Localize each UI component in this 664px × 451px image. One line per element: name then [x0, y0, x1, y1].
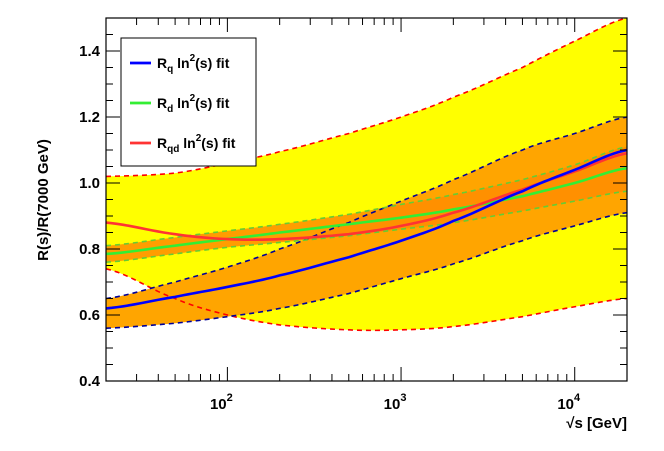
band-edges: [106, 18, 627, 332]
line-rd: [106, 166, 627, 256]
legend: Rq ln2(s) fit Rd ln2(s) fit Rqd ln2(s) fit: [120, 37, 257, 167]
legend-box: [120, 37, 257, 167]
x-axis-title: √s [GeV]: [566, 415, 627, 432]
fit-lines: [106, 148, 627, 310]
x-tick-label: 103: [384, 392, 407, 413]
tick-labels: 0.4 0.6 0.8 1.0 1.2 1.4 102 103 104: [79, 43, 581, 413]
y-tick-label: 0.6: [79, 307, 100, 324]
band-edge-rqd-upper: [106, 18, 627, 178]
legend-entry-rqd: Rqd ln2(s) fit: [157, 133, 236, 155]
x-tick-label: 102: [210, 392, 233, 413]
line-rq: [106, 148, 627, 310]
band-edge-rd-lower: [106, 190, 627, 263]
band-edge-rd-upper: [106, 145, 627, 247]
band-rd: [106, 146, 627, 263]
axis-ticks: [105, 17, 628, 382]
y-tick-label: 1.0: [79, 175, 100, 192]
y-tick-label: 0.4: [79, 373, 101, 390]
y-tick-label: 1.2: [79, 109, 100, 126]
band-rqd: [106, 18, 627, 331]
y-tick-label: 1.4: [79, 43, 101, 60]
legend-entry-rd: Rd ln2(s) fit: [157, 93, 230, 115]
band-edge-rq-lower: [106, 211, 627, 329]
legend-entry-rq: Rq ln2(s) fit: [157, 53, 230, 75]
y-axis-title: R(s)/R(7000 GeV): [35, 139, 52, 261]
y-tick-label: 0.8: [79, 241, 100, 258]
x-tick-label: 104: [557, 392, 581, 413]
band-edge-rqd-lower: [106, 268, 627, 332]
band-edge-rq-upper: [106, 116, 627, 300]
